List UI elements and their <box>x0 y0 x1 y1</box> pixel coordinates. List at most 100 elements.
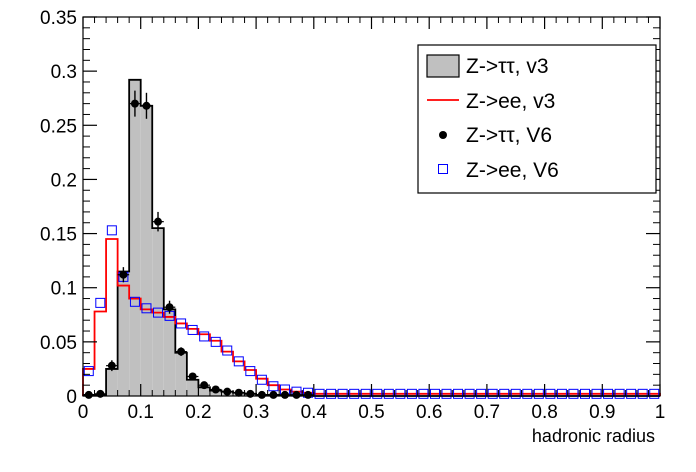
ee-v6-point <box>614 388 625 399</box>
ee-v6-point <box>395 388 406 399</box>
tautau-v6-point <box>188 372 197 381</box>
tautau-v6-point <box>165 303 174 312</box>
legend-entry-tautau-v3: Z->ττ, v3 <box>426 54 549 78</box>
x-tick-label: 0.4 <box>301 402 328 423</box>
ee-v6-point <box>603 388 614 399</box>
ee-v6-point <box>556 388 567 399</box>
x-tick-label: 0.6 <box>416 402 442 423</box>
legend-label: Z->ττ, v3 <box>466 55 549 78</box>
ee-v6-point <box>545 388 556 399</box>
ee-v6-point <box>429 388 440 399</box>
ee-v6-point <box>199 331 210 342</box>
ee-v6-point <box>141 303 152 314</box>
ee-v6-point <box>210 336 221 347</box>
tautau-v3-bar <box>163 309 176 396</box>
x-tick-label: 0.7 <box>474 402 500 423</box>
ee-v6-point <box>176 318 187 329</box>
y-tick-label: 0.2 <box>51 170 77 191</box>
x-axis-title: hadronic radius <box>532 426 655 446</box>
tautau-v6-point <box>280 390 289 399</box>
ee-v6-point <box>568 388 579 399</box>
ee-v6-point <box>649 388 660 399</box>
legend-swatch-filled <box>426 54 460 78</box>
ee-v6-point <box>522 388 533 399</box>
tautau-v6-point <box>234 388 243 397</box>
x-tick-label: 0.9 <box>589 402 615 423</box>
x-tick-label: 0.5 <box>358 402 384 423</box>
tautau-v6-point <box>96 389 105 398</box>
y-tick-label: 0.35 <box>40 8 77 29</box>
ee-v6-point <box>106 225 117 236</box>
ee-v6-point <box>441 388 452 399</box>
legend-entry-ee-v6: Z->ee, V6 <box>438 159 559 182</box>
ee-v6-point <box>245 366 256 377</box>
tautau-v3-bar <box>129 79 141 396</box>
ee-v6-point <box>314 388 325 399</box>
legend-label: Z->ee, v3 <box>466 90 555 113</box>
y-tick-label: 0.3 <box>51 62 77 83</box>
tautau-v3-bar <box>106 368 118 396</box>
tautau-v6-point <box>107 361 116 370</box>
axes: 0 0.1 0.2 0.3 0.4 0.5 0.6 0.7 0.8 0.9 1 0 0.05 0.1 0.1… <box>40 8 665 423</box>
legend-entry-ee-v3: Z->ee, v3 <box>427 90 555 113</box>
ee-v6-point <box>626 388 637 399</box>
ee-v6-point <box>129 296 140 307</box>
tautau-v6-point <box>177 347 186 356</box>
ee-v6-point <box>464 388 475 399</box>
tautau-v3-bar <box>175 352 187 396</box>
tautau-v6-point <box>211 385 220 394</box>
ee-v6-point <box>256 374 267 385</box>
tautau-v6-point <box>223 387 232 396</box>
tautau-v3-bar <box>198 387 210 396</box>
tautau-v6-point <box>257 390 266 399</box>
ee-v6-point <box>406 388 417 399</box>
legend-swatch-dot <box>439 131 447 139</box>
tautau-v3-bar <box>140 105 153 397</box>
tautau-v6-point <box>84 390 93 399</box>
x-tick-label: 0 <box>78 402 89 423</box>
ee-v6-point <box>533 388 544 399</box>
ee-v6-point <box>187 324 198 335</box>
y-tick-label: 0.25 <box>40 116 77 137</box>
tautau-v6-point <box>142 101 151 110</box>
ee-v6-point <box>349 388 360 399</box>
x-tick-label: 0.2 <box>185 402 211 423</box>
ee-v6-point <box>83 366 94 377</box>
ee-v6-point <box>637 388 648 399</box>
x-tick-label: 0.1 <box>127 402 153 423</box>
legend: Z->ττ, v3 Z->ee, v3 Z->ττ, V6 Z->ee, V6 <box>417 44 657 194</box>
ee-v6-point <box>222 345 233 356</box>
ee-v6-point <box>487 388 498 399</box>
y-tick-label: 0.05 <box>40 333 77 354</box>
y-tick-label: 0 <box>66 387 77 408</box>
ee-v6-point <box>453 388 464 399</box>
legend-label: Z->ττ, V6 <box>466 124 552 147</box>
ee-v6-point <box>510 388 521 399</box>
ee-v6-point <box>499 388 510 399</box>
tautau-v3-bar <box>117 271 130 396</box>
ee-v6-point <box>591 388 602 399</box>
ee-v6-point <box>153 307 164 318</box>
ee-v6-point <box>476 388 487 399</box>
tautau-v6-point <box>269 390 278 399</box>
ee-v6-point <box>372 388 383 399</box>
ee-v6-point <box>383 388 394 399</box>
ee-v6-point <box>233 356 244 367</box>
legend-box <box>417 44 657 194</box>
x-tick-label: 0.3 <box>243 402 269 423</box>
tautau-v6-point <box>304 390 313 399</box>
x-tick-label: 1 <box>655 402 666 423</box>
x-tick-label: 0.8 <box>531 402 557 423</box>
ee-v6-point <box>418 388 429 399</box>
ee-v6-point <box>579 388 590 399</box>
legend-entry-tautau-v6: Z->ττ, V6 <box>439 124 552 147</box>
y-tick-label: 0.15 <box>40 225 77 246</box>
tautau-v6-point <box>200 381 209 390</box>
tautau-v6-point <box>119 270 128 279</box>
ee-v6-point <box>95 297 106 308</box>
ee-v6-point <box>326 388 337 399</box>
tautau-v3-bar <box>186 379 199 396</box>
tautau-v6-point <box>130 99 139 108</box>
ee-v6-point <box>337 388 348 399</box>
